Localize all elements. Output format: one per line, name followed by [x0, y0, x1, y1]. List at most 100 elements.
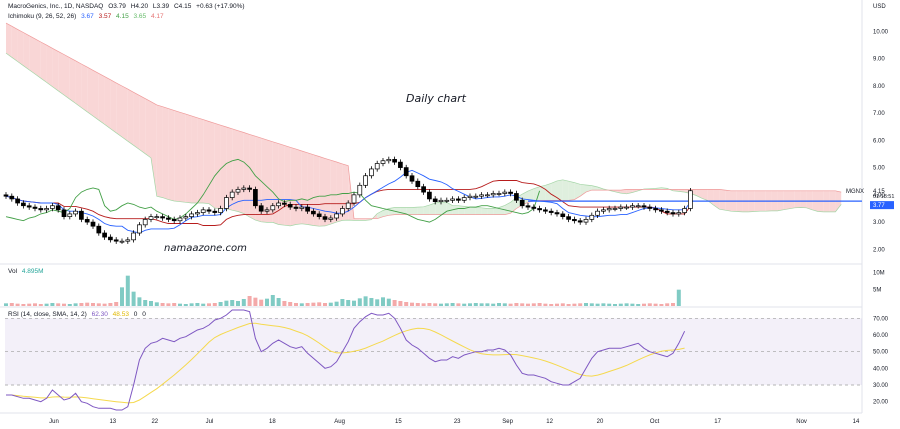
ichimoku-cloud [6, 23, 12, 58]
candle-body [160, 216, 165, 219]
time-axis-tick: 22 [151, 419, 158, 425]
candle-body [299, 206, 305, 209]
candle-body [461, 197, 467, 201]
rsi-ma-value: 48.53 [112, 311, 129, 318]
volume-bar [630, 303, 635, 306]
ichimoku-cloud [220, 125, 227, 209]
ichimoku-cloud [783, 190, 789, 210]
ichimoku-cloud [290, 147, 296, 226]
candle-body [206, 209, 212, 212]
candle-body [403, 167, 409, 177]
volume-bar [555, 303, 559, 306]
ichimoku-cloud [203, 119, 209, 204]
ichimoku-cloud [17, 29, 24, 66]
candle-body [61, 209, 67, 218]
volume-axis-tick: 5M [873, 287, 881, 293]
volume-bar [433, 303, 438, 306]
candle-body [392, 159, 397, 163]
volume-bar [108, 303, 113, 306]
candle-body [137, 224, 142, 234]
candle-body [659, 209, 664, 212]
candle-body [421, 186, 426, 193]
ichimoku-cloud [441, 201, 447, 215]
time-axis-tick: Nov [796, 419, 807, 425]
volume-bar [572, 303, 577, 306]
ichimoku-cloud [180, 112, 186, 203]
candle-body [102, 232, 107, 238]
ichimoku-cloud [533, 186, 540, 201]
candle-body [166, 217, 171, 220]
symbol-legend: MacroGenics, Inc., 1D, NASDAQ O3.79 H4.2… [8, 3, 248, 10]
ichimoku-cloud [249, 134, 256, 221]
ichimoku-cloud [168, 108, 175, 201]
candle-body [195, 212, 200, 215]
volume-bar [201, 303, 206, 306]
candle-body [119, 240, 125, 243]
ichimoku-cloud [580, 184, 586, 197]
ichimoku-cloud [162, 106, 169, 200]
volume-bar [526, 303, 530, 306]
rsi-axis-tick: 20.00 [873, 400, 889, 406]
ichimoku-cloud [156, 104, 163, 198]
candle-body [32, 206, 38, 209]
ichimoku-cloud [325, 158, 331, 226]
candle-body [328, 217, 334, 220]
ichimoku-cloud [481, 207, 488, 215]
candle-body [131, 232, 136, 241]
ichimoku-cloud [330, 160, 337, 225]
candle-body [189, 213, 194, 218]
senkou-b-value: 4.17 [150, 13, 164, 20]
ichimoku-cloud [574, 182, 581, 200]
price-axis-tick: 8.00 [873, 84, 885, 90]
ichimoku-cloud [46, 45, 53, 87]
candle-body [624, 206, 629, 209]
ichimoku-cloud [243, 132, 250, 217]
candle-body [235, 189, 241, 193]
candle-body [369, 168, 374, 177]
candle-body [67, 213, 73, 218]
volume-bar [230, 300, 235, 306]
volume-bar [508, 303, 513, 306]
volume-bar [485, 303, 490, 306]
ichimoku-cloud [238, 130, 244, 214]
change-value: +0.63 (+17.90%) [196, 3, 245, 10]
senkou-span-a-line [5, 52, 842, 227]
ichimoku-cloud [632, 189, 639, 193]
volume-bar [491, 303, 496, 306]
volume-bar [421, 303, 426, 306]
volume-bar [352, 300, 356, 306]
ichimoku-cloud [470, 207, 476, 215]
volume-bar [224, 300, 229, 306]
ichimoku-cloud [359, 218, 366, 221]
volume-bar [189, 303, 194, 306]
ichimoku-cloud [93, 70, 99, 121]
candle-body [142, 219, 148, 226]
candle-body [38, 208, 44, 211]
time-axis-tick: 23 [454, 419, 461, 425]
candle-body [473, 195, 479, 198]
ichimoku-cloud [423, 205, 430, 215]
volume-bar [334, 301, 339, 306]
ichimoku-cloud [383, 208, 389, 217]
candle-body [293, 206, 299, 209]
time-axis-tick: Jun [49, 419, 59, 425]
ichimoku-cloud [499, 205, 505, 215]
volume-bar [427, 303, 432, 306]
volume-bar [375, 299, 380, 306]
candle-body [479, 194, 484, 197]
volume-bar [241, 299, 246, 306]
ichimoku-cloud [116, 82, 122, 137]
ichimoku-cloud [800, 190, 807, 208]
volume-bar [497, 303, 501, 306]
volume-bar [450, 303, 455, 306]
candle-body [601, 209, 606, 212]
volume-bar [178, 303, 182, 306]
volume-value: 4.895M [21, 268, 44, 275]
ichimoku-cloud [29, 35, 35, 75]
volume-bar [195, 303, 200, 306]
volume-bar [659, 304, 664, 306]
ichimoku-cloud [452, 205, 459, 215]
candle-body [572, 219, 577, 222]
chikou-span-line [5, 158, 541, 223]
